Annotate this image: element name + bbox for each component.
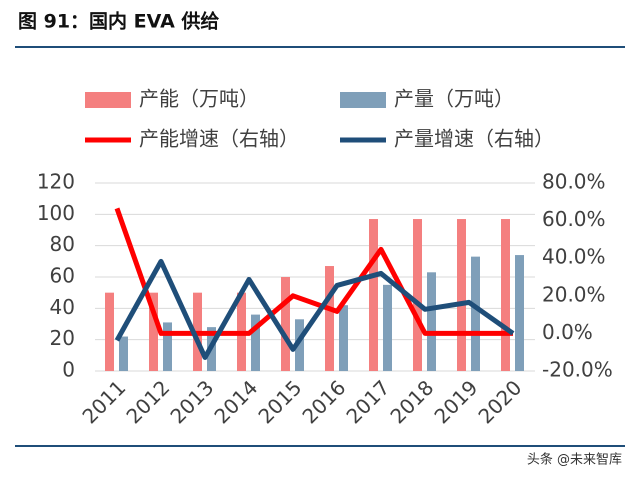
x-tick-label: 2011 [77, 375, 130, 428]
y-tick-label: 0 [62, 358, 75, 382]
legend-swatch [85, 92, 131, 108]
line-series [114, 207, 513, 336]
bar [383, 284, 392, 371]
x-tick-label: 2017 [341, 375, 394, 428]
y2-tick-label: 60.0% [542, 207, 606, 231]
y2-tick-label: 20.0% [542, 282, 606, 306]
y-tick-label: 20 [50, 326, 75, 350]
bar [119, 336, 128, 371]
y-tick-label: 60 [50, 264, 75, 288]
bar [471, 256, 480, 371]
bar [325, 266, 334, 371]
bar [515, 255, 524, 371]
x-tick-label: 2012 [121, 375, 174, 428]
y2-tick-label: 0.0% [542, 320, 593, 344]
bar [413, 219, 422, 371]
legend-label: 产能（万吨） [139, 87, 259, 111]
bar [149, 292, 158, 371]
x-tick-label: 2013 [165, 375, 218, 428]
bar [251, 314, 260, 371]
bar [339, 305, 348, 371]
watermark: 头条 @未来智库 [527, 452, 622, 468]
bar [457, 219, 466, 371]
y2-tick-label: 80.0% [542, 170, 606, 194]
x-tick-label: 2015 [253, 375, 306, 428]
legend-swatch [340, 92, 386, 108]
bar [163, 322, 172, 371]
bar [281, 277, 290, 371]
line-series [114, 258, 515, 360]
y2-tick-label: -20.0% [542, 358, 613, 382]
x-tick-label: 2014 [209, 375, 262, 428]
bar [105, 292, 114, 371]
y-tick-label: 100 [37, 201, 75, 225]
y2-tick-label: 40.0% [542, 245, 606, 269]
x-tick-label: 2020 [473, 375, 526, 428]
legend-label: 产能增速（右轴） [139, 127, 299, 151]
x-tick-label: 2016 [297, 375, 350, 428]
y-tick-label: 120 [37, 170, 75, 194]
y-tick-label: 80 [50, 232, 75, 256]
legend-label: 产量（万吨） [394, 87, 514, 111]
bar [427, 272, 436, 371]
x-tick-label: 2018 [385, 375, 438, 428]
bar [295, 319, 304, 371]
x-tick-label: 2019 [429, 375, 482, 428]
bar [369, 219, 378, 371]
bar [501, 219, 510, 371]
y-tick-label: 40 [50, 295, 75, 319]
legend-label: 产量增速（右轴） [394, 127, 554, 151]
chart-title: 图 91：国内 EVA 供给 [18, 10, 219, 33]
